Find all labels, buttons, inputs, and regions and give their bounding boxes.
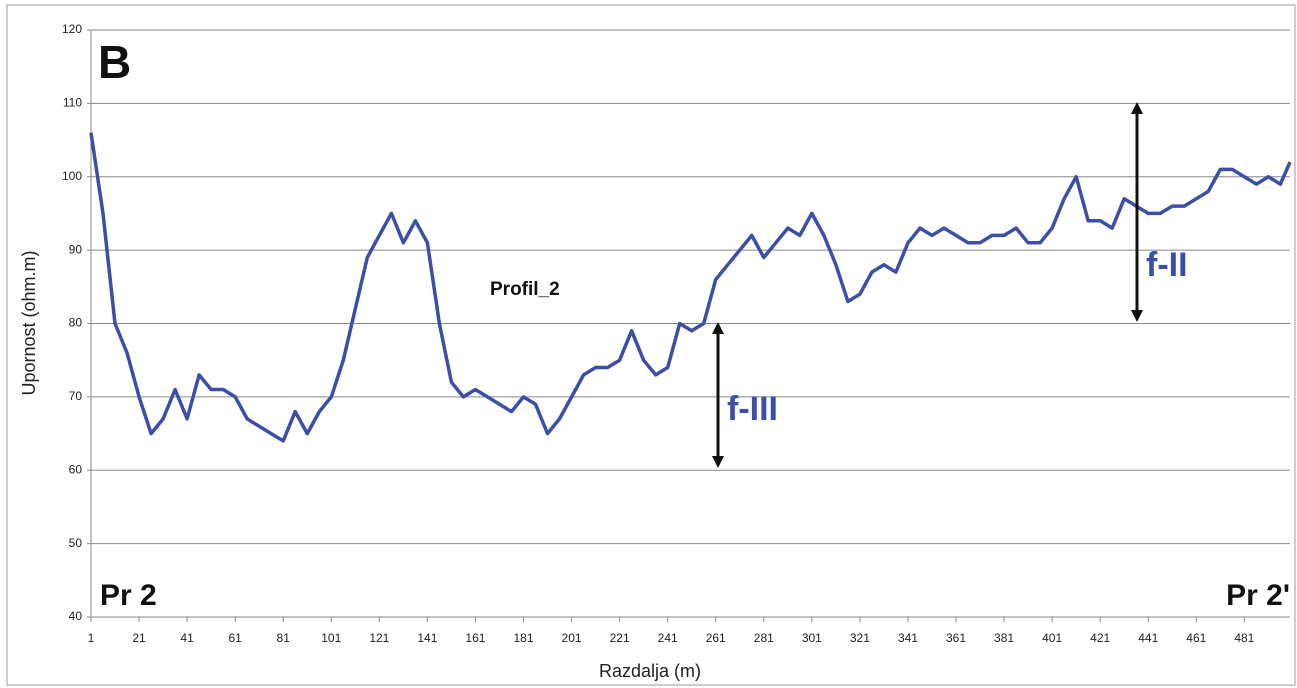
x-tick-label: 321 xyxy=(850,631,870,645)
data-line xyxy=(89,132,1292,443)
x-tick-label: 41 xyxy=(180,631,194,645)
x-tick-label: 401 xyxy=(1042,631,1062,645)
x-tick-label: 481 xyxy=(1234,631,1254,645)
series xyxy=(89,132,1292,443)
y-tick-label: 100 xyxy=(62,169,82,183)
x-axis-label: Razdalja (m) xyxy=(599,661,701,681)
start-label: Pr 2 xyxy=(100,579,157,612)
end-label: Pr 2' xyxy=(1226,579,1290,612)
y-tick-label: 120 xyxy=(62,22,82,36)
arrow xyxy=(1131,102,1143,322)
x-tick-label: 61 xyxy=(228,631,242,645)
panel-label: B xyxy=(98,36,131,88)
x-tick-label: 1 xyxy=(88,631,95,645)
y-tick-label: 60 xyxy=(69,462,83,476)
x-tick-label: 241 xyxy=(658,631,678,645)
y-tick-label: 70 xyxy=(69,389,83,403)
y-tick-label: 110 xyxy=(63,96,82,110)
annotation: Profil_2 xyxy=(490,279,560,300)
y-tick-label: 50 xyxy=(69,536,83,550)
x-tick-label: 221 xyxy=(610,631,630,645)
x-tick-label: 181 xyxy=(513,631,533,645)
y-tick-label: 90 xyxy=(69,242,83,256)
x-tick-label: 281 xyxy=(754,631,774,645)
x-tick-label: 361 xyxy=(946,631,966,645)
y-tick-label: 80 xyxy=(69,316,83,330)
chart-frame xyxy=(6,4,1296,686)
y-axis-label: Upornost (ohm.m) xyxy=(19,250,39,395)
x-tick-label: 161 xyxy=(465,631,485,645)
x-tick-label: 121 xyxy=(369,631,389,645)
x-tick-label: 101 xyxy=(321,631,341,645)
x-tick-label: 421 xyxy=(1090,631,1110,645)
x-tick-label: 341 xyxy=(898,631,918,645)
x-tick-label: 381 xyxy=(994,631,1014,645)
x-tick-label: 201 xyxy=(562,631,582,645)
arrow xyxy=(712,322,724,468)
x-tick-label: 261 xyxy=(706,631,726,645)
x-tick-label: 461 xyxy=(1186,631,1206,645)
x-tick-label: 441 xyxy=(1138,631,1158,645)
x-tick-label: 301 xyxy=(802,631,822,645)
x-tick-label: 21 xyxy=(132,631,146,645)
annotation: f-III xyxy=(727,390,778,428)
x-tick-label: 141 xyxy=(417,631,437,645)
y-tick-label: 40 xyxy=(69,609,83,623)
x-tick-label: 81 xyxy=(277,631,291,645)
annotation: f-II xyxy=(1146,246,1188,284)
